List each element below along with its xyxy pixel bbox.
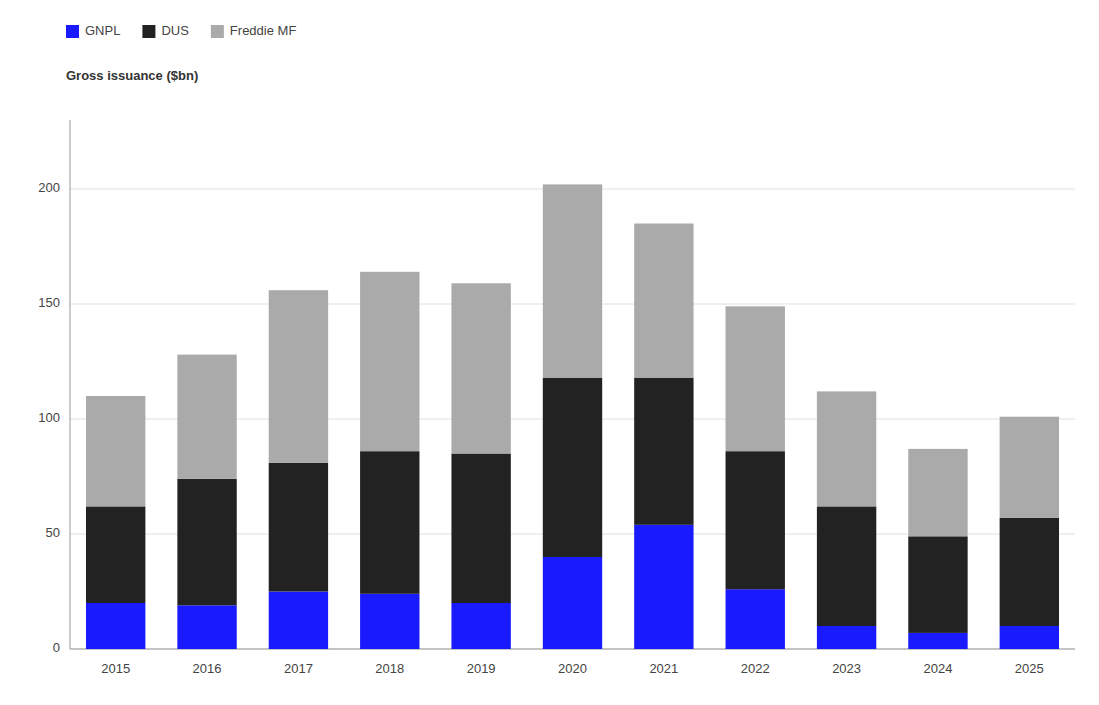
- x-tick-label: 2022: [741, 661, 770, 676]
- legend-item: DUS: [142, 23, 189, 38]
- bar-segment: [726, 451, 785, 589]
- bar-segment: [726, 589, 785, 649]
- legend-swatch: [66, 25, 79, 38]
- bar-segment: [634, 224, 693, 378]
- bar-segment: [817, 626, 876, 649]
- y-tick-label: 200: [38, 180, 60, 195]
- bar-segment: [269, 290, 328, 463]
- bar-segment: [177, 605, 236, 649]
- legend-label: DUS: [161, 23, 189, 38]
- legend-item: Freddie MF: [211, 23, 297, 38]
- bar-segment: [908, 449, 967, 536]
- x-tick-label: 2020: [558, 661, 587, 676]
- legend-item: GNPL: [66, 23, 120, 38]
- bar-segment: [360, 272, 419, 451]
- legend: GNPL DUS Freddie MF: [66, 23, 296, 38]
- bar-segment: [543, 557, 602, 649]
- x-tick-label: 2024: [923, 661, 952, 676]
- bar-segment: [634, 378, 693, 525]
- x-tick-label: 2016: [193, 661, 222, 676]
- chart: 0 50 100 150 200 2015 2016 2017 2018 2019 2020 2021…: [0, 0, 1099, 705]
- bar-segment: [1000, 518, 1059, 626]
- bar-segment: [817, 391, 876, 506]
- x-tick-label: 2015: [101, 661, 130, 676]
- x-tick-label: 2021: [649, 661, 678, 676]
- y-tick-label: 100: [38, 410, 60, 425]
- bar-segment: [817, 506, 876, 626]
- y-axis-label: Gross issuance ($bn): [66, 68, 198, 83]
- bar-segment: [360, 451, 419, 594]
- legend-swatch: [142, 25, 155, 38]
- bar-segment: [177, 479, 236, 606]
- x-tick-label: 2023: [832, 661, 861, 676]
- legend-label: GNPL: [85, 23, 120, 38]
- bar-segment: [726, 306, 785, 451]
- x-tick-label: 2017: [284, 661, 313, 676]
- bar-segment: [543, 378, 602, 557]
- bar-segment: [269, 463, 328, 592]
- bar-segment: [177, 355, 236, 479]
- bar-segment: [634, 525, 693, 649]
- bar-segment: [451, 283, 510, 453]
- bar-segment: [908, 536, 967, 633]
- bar-segment: [86, 396, 145, 506]
- bar-segment: [269, 592, 328, 650]
- bar-segment: [1000, 626, 1059, 649]
- legend-swatch: [211, 25, 224, 38]
- bar-segment: [1000, 417, 1059, 518]
- bar-segment: [451, 454, 510, 604]
- bar-segment: [543, 184, 602, 377]
- bar-segment: [86, 603, 145, 649]
- y-tick-label: 50: [46, 525, 60, 540]
- bar-segment: [86, 506, 145, 603]
- bar-segment: [360, 594, 419, 649]
- y-tick-label: 0: [53, 640, 60, 655]
- bars: [86, 184, 1059, 649]
- x-tick-label: 2018: [375, 661, 404, 676]
- legend-label: Freddie MF: [230, 23, 297, 38]
- bar-segment: [908, 633, 967, 649]
- bar-segment: [451, 603, 510, 649]
- x-tick-label: 2025: [1015, 661, 1044, 676]
- x-tick-label: 2019: [467, 661, 496, 676]
- y-tick-label: 150: [38, 295, 60, 310]
- y-axis-line: [70, 120, 71, 649]
